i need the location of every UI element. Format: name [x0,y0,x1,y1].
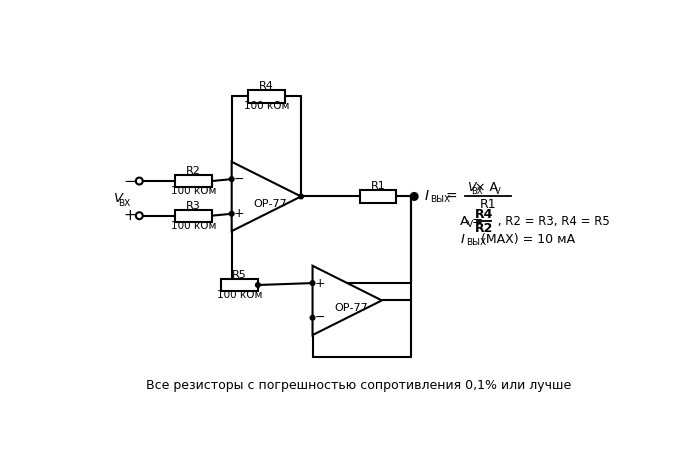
Text: 100 кОм: 100 кОм [217,290,262,300]
Bar [248,90,285,103]
Text: ВХ: ВХ [472,187,483,196]
Text: , R2 = R3, R4 = R5: , R2 = R3, R4 = R5 [494,215,610,228]
Circle shape [310,315,315,320]
Text: (MAX) = 10 мА: (MAX) = 10 мА [481,233,575,246]
Polygon shape [312,266,382,335]
Text: I: I [425,189,429,203]
Text: I: I [461,233,464,246]
Circle shape [411,193,418,200]
Text: −: − [124,174,136,189]
Circle shape [230,177,234,181]
Bar [175,210,211,222]
Text: V: V [466,220,473,229]
Text: ОР-77: ОР-77 [334,303,368,313]
Text: × A: × A [471,181,498,194]
Circle shape [310,281,315,285]
Text: Все резисторы с погрешностью сопротивления 0,1% или лучше: Все резисторы с погрешностью сопротивлен… [146,378,571,392]
Text: +: + [124,208,136,223]
Text: R1: R1 [480,198,496,211]
Circle shape [136,178,143,184]
Text: ВЫХ: ВЫХ [430,195,451,204]
Circle shape [136,212,143,219]
Bar [360,190,396,202]
Text: ВХ: ВХ [118,199,131,208]
Text: V: V [467,181,475,194]
Circle shape [412,194,416,199]
Text: A: A [461,215,470,228]
Text: +: + [315,277,326,290]
Text: R3: R3 [186,201,201,211]
Text: −: − [234,173,245,185]
Text: ОР-77: ОР-77 [253,199,287,209]
Polygon shape [232,162,301,231]
Text: R1: R1 [370,181,386,191]
Text: =: = [446,189,457,203]
Text: R4: R4 [475,207,493,220]
Text: 100 кОм: 100 кОм [171,186,216,196]
Text: R2: R2 [186,166,201,176]
Text: =: = [472,215,483,228]
Text: R4: R4 [259,81,274,91]
Text: +: + [234,207,245,220]
Text: R2: R2 [475,221,493,234]
Text: 100 кОм: 100 кОм [171,220,216,231]
Text: 100 кОм: 100 кОм [244,101,289,111]
Text: V: V [494,187,500,196]
Bar [175,175,211,187]
Circle shape [256,283,260,287]
Circle shape [299,194,303,199]
Text: V: V [114,192,123,205]
Circle shape [230,212,234,216]
Bar [221,279,258,291]
Text: −: − [315,311,326,324]
Text: ВЫХ: ВЫХ [466,238,486,247]
Text: R5: R5 [232,270,247,280]
